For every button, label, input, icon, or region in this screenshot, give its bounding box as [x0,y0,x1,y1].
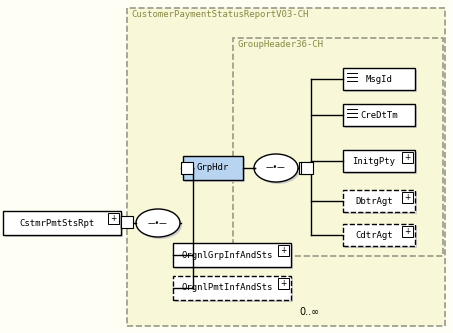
Text: +: + [280,246,287,255]
Text: —•—: —•— [266,164,286,172]
Bar [173,243,291,267]
Text: CreDtTm: CreDtTm [360,111,398,120]
Text: +: + [405,227,411,236]
Bar [278,278,289,289]
Bar [278,245,289,256]
Text: CdtrAgt: CdtrAgt [355,230,393,239]
Ellipse shape [136,209,180,237]
Bar [345,226,417,248]
Bar [173,276,291,300]
Text: +: + [405,153,411,162]
Text: OrgnlPmtInfAndSts: OrgnlPmtInfAndSts [181,283,273,292]
Text: DbtrAgt: DbtrAgt [355,196,393,205]
Text: +: + [111,214,117,223]
Bar [181,162,193,174]
Bar [183,156,243,180]
Text: OrgnlGrpInfAndSts: OrgnlGrpInfAndSts [181,250,273,259]
Bar [343,150,415,172]
Bar [121,216,133,228]
Bar [402,192,413,203]
Bar [175,245,293,269]
Bar [343,104,415,126]
Bar [175,278,293,302]
Bar [343,224,415,246]
Text: +: + [280,279,287,288]
Text: CstmrPmtStsRpt: CstmrPmtStsRpt [19,218,95,227]
Bar [345,106,417,128]
Text: GrpHdr: GrpHdr [197,164,229,172]
Bar [345,70,417,92]
Bar [402,226,413,237]
Ellipse shape [256,156,300,184]
Text: 0..∞: 0..∞ [300,307,320,317]
Bar [5,213,123,237]
Bar [299,162,311,174]
Text: —•—: —•— [148,218,168,227]
Bar [185,158,245,182]
Bar [345,152,417,174]
Ellipse shape [138,211,182,239]
Bar [343,190,415,212]
Bar [127,8,445,326]
Bar [301,162,313,174]
Bar [343,68,415,90]
Bar [233,38,443,256]
Text: CustomerPaymentStatusReportV03-CH: CustomerPaymentStatusReportV03-CH [131,10,308,19]
Text: MsgId: MsgId [366,75,392,84]
Text: +: + [405,193,411,202]
Bar [402,152,413,163]
Bar [345,192,417,214]
Text: GroupHeader36-CH: GroupHeader36-CH [237,40,323,49]
Bar [108,213,119,224]
Bar [3,211,121,235]
Text: InitgPty: InitgPty [352,157,395,166]
Ellipse shape [254,154,298,182]
